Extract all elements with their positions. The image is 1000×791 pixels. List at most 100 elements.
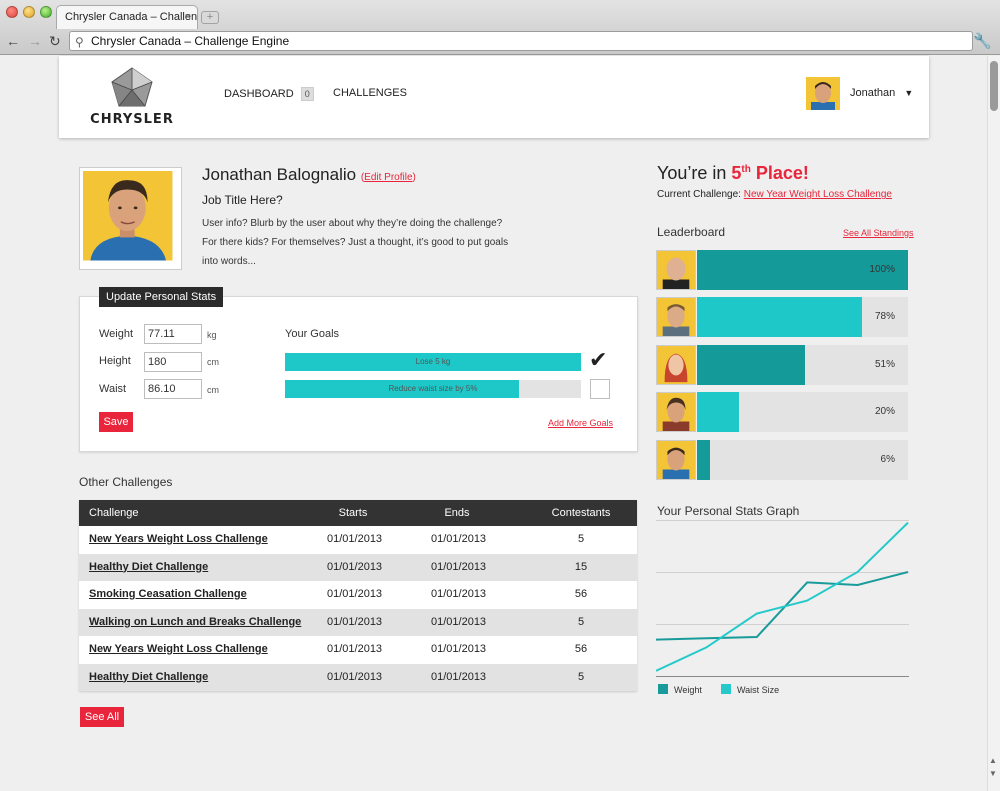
forward-arrow-icon[interactable]: →	[28, 33, 42, 49]
leaderboard-row[interactable]: 6%	[656, 440, 908, 480]
leaderboard-bar: 51%	[697, 345, 908, 385]
legend-label-weight: Weight	[674, 685, 702, 695]
leaderboard-avatar	[656, 440, 696, 480]
goal-progress-fill	[285, 380, 519, 398]
leaderboard-bar-fill	[697, 345, 805, 385]
profile-blurb: User info? Blurb by the user about why t…	[202, 218, 509, 267]
leaderboard-bar-fill	[697, 392, 740, 432]
table-header: Challenge Starts Ends Contestants	[79, 500, 637, 526]
challenge-link[interactable]: New Years Weight Loss Challenge	[89, 643, 268, 655]
leaderboard-row[interactable]: 78%	[656, 297, 908, 337]
caret-down-icon: ▼	[904, 88, 914, 98]
contestant-count: 15	[574, 560, 588, 573]
end-date: 01/01/2013	[431, 588, 487, 600]
scroll-down-arrow-icon[interactable]: ▼	[989, 769, 997, 778]
user-menu[interactable]: Jonathan ▼	[850, 87, 913, 99]
edit-open-paren: (	[360, 172, 365, 183]
nav-challenges[interactable]: CHALLENGES	[333, 87, 407, 99]
column-header-ends[interactable]: Ends	[444, 507, 470, 519]
chrysler-logo[interactable]: CHRYSLER	[77, 66, 187, 128]
minimize-window-button[interactable]	[23, 6, 35, 18]
place-highlight: 5th Place!	[731, 163, 809, 183]
challenge-link[interactable]: Healthy Diet Challenge	[89, 670, 209, 683]
user-avatar[interactable]	[806, 77, 840, 110]
tab-title: Chrysler Canada – Challenge Engine	[65, 11, 198, 23]
challenge-link[interactable]: Walking on Lunch and Breaks Challenge	[89, 615, 302, 628]
challenge-link[interactable]: Healthy Diet Challenge	[89, 560, 209, 573]
stats-panel-title: Update Personal Stats	[99, 287, 224, 307]
leaderboard-title: Leaderboard	[657, 225, 726, 239]
profile-photo	[79, 167, 182, 270]
column-header-starts[interactable]: Starts	[338, 507, 368, 519]
legend-weight: Weight	[658, 684, 702, 695]
series-line-weight	[656, 571, 909, 641]
nav-dashboard-label: DASHBOARD	[224, 88, 294, 100]
edit-profile-link[interactable]: Edit Profile	[364, 172, 413, 183]
end-date: 01/01/2013	[431, 643, 487, 655]
column-header-challenge[interactable]: Challenge	[89, 507, 139, 519]
scroll-up-arrow-icon[interactable]: ▲	[989, 756, 997, 765]
back-arrow-icon[interactable]: ←	[6, 33, 20, 49]
waist-unit: cm	[207, 385, 219, 395]
job-title: Job Title Here?	[202, 193, 283, 207]
nav-challenges-label: CHALLENGES	[333, 87, 407, 99]
end-date: 01/01/2013	[431, 560, 487, 573]
see-all-standings-link[interactable]: See All Standings	[843, 228, 914, 238]
goal-checkbox[interactable]	[590, 379, 610, 399]
challenge-link[interactable]: New Years Weight Loss Challenge	[89, 533, 268, 545]
waist-field[interactable]: 86.10	[144, 379, 202, 399]
close-window-button[interactable]	[6, 6, 18, 18]
goal-label: Lose 5 kg	[415, 357, 451, 366]
leaderboard-percent: 100%	[869, 264, 895, 275]
place-number: 5	[731, 163, 742, 183]
browser-tab[interactable]: Chrysler Canada – Challenge Engine ×	[56, 5, 198, 29]
leaderboard-bar: 100%	[697, 250, 908, 290]
tab-close-icon[interactable]: ×	[184, 11, 191, 23]
standing-heading: You’re in 5th Place!	[657, 163, 809, 184]
column-header-contestants[interactable]: Contestants	[551, 507, 611, 519]
reload-icon[interactable]: ↻	[49, 33, 61, 49]
edit-close-paren: )	[412, 172, 416, 183]
leaderboard-avatar	[656, 250, 696, 290]
goal-checkbox[interactable]	[590, 352, 610, 372]
address-bar[interactable]: ⚲ Chrysler Canada – Challenge Engine	[69, 31, 973, 51]
stats-graph-title: Your Personal Stats Graph	[657, 504, 800, 518]
height-label: Height	[99, 355, 131, 367]
leaderboard-percent: 6%	[880, 454, 895, 465]
site-header: CHRYSLER DASHBOARD 0 CHALLENGES Jonathan…	[59, 56, 929, 138]
profile-name-text: Jonathan Balognalio	[202, 165, 357, 184]
see-all-button[interactable]: See All	[80, 707, 124, 727]
place-suffix: th	[741, 164, 751, 175]
current-challenge-link[interactable]: New Year Weight Loss Challenge	[743, 189, 892, 200]
wrench-icon[interactable]: 🔧	[973, 33, 992, 50]
add-goals-link[interactable]: Add More Goals	[548, 418, 614, 428]
leaderboard-avatar	[656, 345, 696, 385]
leaderboard-bar: 6%	[697, 440, 908, 480]
pentastar-icon	[111, 67, 153, 107]
zoom-window-button[interactable]	[40, 6, 52, 18]
new-tab-button[interactable]: +	[201, 11, 219, 24]
leaderboard-row[interactable]: 20%	[656, 392, 908, 432]
nav-dashboard[interactable]: DASHBOARD 0	[224, 87, 314, 101]
leaderboard-bar-fill	[697, 440, 710, 480]
weight-label: Weight	[99, 328, 134, 340]
challenge-link[interactable]: Smoking Ceasation Challenge	[89, 588, 247, 600]
browser-chrome: Chrysler Canada – Challenge Engine × + ←…	[0, 0, 1000, 55]
logo-wordmark: CHRYSLER	[90, 112, 174, 127]
table-row: New Years Weight Loss Challenge 01/01/20…	[79, 636, 637, 664]
leaderboard-row[interactable]: 51%	[656, 345, 908, 385]
table-row: Healthy Diet Challenge 01/01/2013 01/01/…	[79, 663, 637, 691]
series-line-waist-size	[656, 521, 909, 672]
save-button[interactable]: Save	[99, 412, 133, 432]
leaderboard-row[interactable]: 100%	[656, 250, 908, 290]
legend-swatch-waist	[721, 684, 731, 694]
contestant-count: 5	[577, 533, 585, 545]
other-challenges-title: Other Challenges	[79, 475, 173, 489]
scroll-thumb[interactable]	[990, 61, 998, 111]
height-field[interactable]: 180	[144, 352, 202, 372]
leaderboard-percent: 20%	[874, 406, 895, 417]
weight-field[interactable]: 77.11	[144, 324, 202, 344]
page-scrollbar[interactable]: ▲ ▼	[987, 56, 1000, 791]
standing-prefix: You’re in	[657, 163, 732, 183]
contestant-count: 5	[577, 670, 585, 683]
